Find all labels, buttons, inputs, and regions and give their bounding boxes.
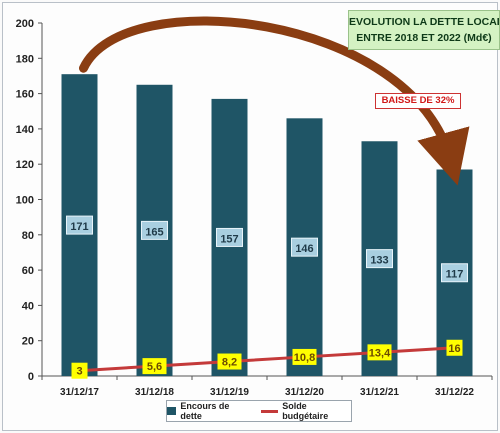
x-tick-label: 31/12/18 xyxy=(135,387,174,398)
y-tick-label: 0 xyxy=(28,371,34,383)
bar-data-label: 146 xyxy=(295,243,313,255)
bar-data-label: 133 xyxy=(370,255,388,267)
y-tick-label: 160 xyxy=(16,89,34,101)
line-data-label: 10,8 xyxy=(294,352,315,364)
bar-data-label-box xyxy=(216,227,243,247)
chart-legend: Encours de dette Solde budgétaire xyxy=(166,400,352,422)
legend-swatch-line xyxy=(261,409,279,413)
line-data-label-box xyxy=(292,348,317,365)
bar-data-label: 165 xyxy=(145,226,163,238)
y-tick-label: 180 xyxy=(16,53,34,65)
x-tick-label: 31/12/21 xyxy=(360,387,399,398)
bar-data-label: 117 xyxy=(446,269,464,281)
y-tick-label: 200 xyxy=(16,18,34,30)
y-tick-label: 20 xyxy=(22,336,34,348)
y-tick-label: 100 xyxy=(16,195,34,207)
legend-label-line: Solde budgétaire xyxy=(282,401,329,421)
x-tick-label: 31/12/19 xyxy=(210,387,249,398)
x-tick-label: 31/12/17 xyxy=(60,387,99,398)
y-tick-label: 80 xyxy=(22,230,34,242)
line-data-label: 5,6 xyxy=(147,361,162,373)
line-data-label-box xyxy=(367,344,392,361)
y-tick-label: 40 xyxy=(22,300,34,312)
y-tick-label: 140 xyxy=(16,124,34,136)
line-data-label-box xyxy=(71,362,88,379)
line-data-label: 13,4 xyxy=(369,347,391,359)
y-tick-label: 60 xyxy=(22,265,34,277)
chart-title: EVOLUTION LA DETTE LOCALE ENTRE 2018 ET … xyxy=(348,10,500,50)
bar-data-label: 171 xyxy=(70,221,88,233)
decrease-annotation: BAISSE DE 32% xyxy=(375,93,461,109)
bar-data-label-box xyxy=(291,237,318,257)
bar-data-label-box xyxy=(366,249,393,269)
bar-data-label: 157 xyxy=(220,233,238,245)
line-data-label-box xyxy=(446,339,463,356)
y-tick-label: 120 xyxy=(16,159,34,171)
x-tick-label: 31/12/20 xyxy=(285,387,324,398)
legend-item-bar: Encours de dette xyxy=(167,401,249,421)
line-series xyxy=(79,346,455,373)
legend-swatch-bar xyxy=(167,407,177,415)
bar-data-label-box xyxy=(66,215,93,235)
line-data-label-box xyxy=(217,353,242,370)
line-data-label: 8,2 xyxy=(222,357,237,369)
line-data-label-box xyxy=(142,358,167,375)
x-tick-label: 31/12/22 xyxy=(435,387,474,398)
line-data-label: 16 xyxy=(448,343,460,355)
bar-data-label-box xyxy=(441,263,468,283)
line-data-label: 3 xyxy=(76,366,82,378)
bar-data-label-box xyxy=(141,220,168,240)
legend-label-bar: Encours de dette xyxy=(180,401,230,421)
chart-title-line-1: EVOLUTION LA DETTE LOCALE xyxy=(349,16,500,28)
chart-title-line-2: ENTRE 2018 ET 2022 (Md€) xyxy=(356,32,492,44)
legend-item-line: Solde budgétaire xyxy=(261,401,351,421)
